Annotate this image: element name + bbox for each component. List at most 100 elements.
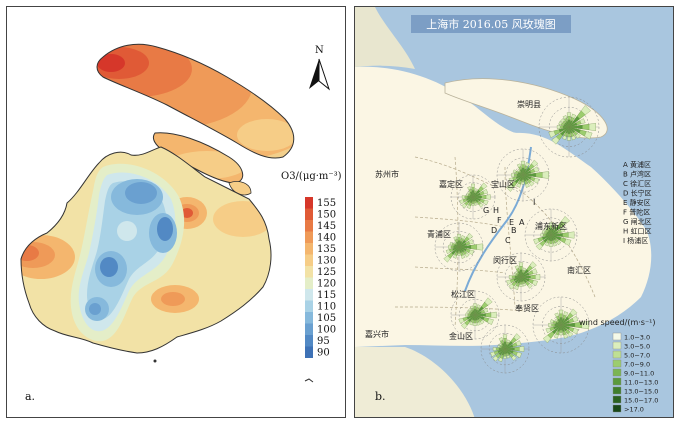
o3-legend-swatch (305, 243, 313, 255)
o3-legend-value: 105 (317, 313, 336, 324)
wind-rose (434, 222, 484, 272)
changxing-island (493, 131, 551, 150)
district-key-item: C 徐汇区 (623, 179, 651, 188)
panel-a-label: a. (25, 390, 36, 403)
wind-rose (496, 148, 550, 202)
title-box (411, 15, 571, 33)
wind-legend-swatch (612, 377, 622, 386)
district-label-suzhou: 苏州市 (375, 169, 399, 179)
center-letter-d: D (491, 226, 497, 235)
o3-legend-swatch (305, 254, 313, 266)
o3-legend-swatch (305, 300, 313, 312)
wind-legend-swatch (612, 404, 622, 413)
o3-legend-value: 135 (317, 244, 336, 255)
wind-rose (538, 96, 600, 158)
district-key-item: I 杨浦区 (623, 236, 648, 245)
wind-legend-swatch (612, 332, 622, 341)
zhejiang-land (355, 347, 475, 417)
center-letter-i: I (533, 198, 535, 207)
o3-legend-value: 95 (317, 336, 330, 347)
district-label-jinshan: 金山区 (449, 331, 473, 341)
north-letter: N (315, 45, 324, 56)
wind-legend-swatch (612, 341, 622, 350)
wind-legend-label: >17.0 (624, 406, 644, 414)
o3-legend-value: 155 (317, 198, 336, 209)
center-letter-g: G (483, 206, 489, 215)
o3-legend-swatch (305, 323, 313, 335)
wind-legend-label: 15.0~17.0 (624, 397, 658, 405)
center-letter-f: F (497, 216, 502, 225)
panel-b-wind-rose-map: 上海市 2016.05 风玫瑰图 崇明县 苏州市 嘉定区 宝山区 青浦区 浦东新… (354, 6, 674, 418)
wind-legend-label: 13.0~15.0 (624, 388, 658, 396)
mainland-o3-field (21, 147, 271, 353)
o3-legend-value: 140 (317, 233, 336, 244)
district-key-item: B 卢湾区 (623, 170, 651, 179)
o3-legend-value: 150 (317, 210, 336, 221)
o3-legend-swatch (305, 197, 313, 209)
o3-legend-value: 145 (317, 221, 336, 232)
district-key-item: H 虹口区 (623, 227, 652, 236)
wind-speed-legend: 1.0~3.03.0~5.05.0~7.07.0~9.09.0~11.011.0… (612, 332, 658, 414)
panel-b-label: b. (375, 390, 386, 403)
center-letter-e: E (509, 218, 514, 227)
wind-rose-map-svg: 上海市 2016.05 风玫瑰图 崇明县 苏州市 嘉定区 宝山区 青浦区 浦东新… (355, 7, 658, 417)
mainland (355, 66, 652, 347)
o3-legend-swatch (305, 220, 313, 232)
o3-legend-swatch (305, 208, 313, 220)
district-label-qingpu: 青浦区 (427, 229, 451, 239)
wind-rose (532, 296, 590, 354)
o3-legend-value: 100 (317, 325, 336, 336)
wind-legend-label: 5.0~7.0 (624, 352, 650, 360)
district-key-item: G 闸北区 (623, 218, 652, 226)
panel-a-o3-contour-map: N O3/(μg·m⁻³) 155 150 145 140 135 130 125 120 11… (6, 6, 346, 418)
district-label-pudong: 浦东新区 (535, 221, 567, 231)
district-label-jiaxing: 嘉兴市 (365, 329, 389, 339)
wind-rose (496, 252, 546, 302)
wind-legend-swatch (612, 395, 622, 404)
wind-legend-swatch (612, 368, 622, 377)
o3-legend-value: 130 (317, 256, 336, 267)
district-label-baoshan: 宝山区 (491, 179, 515, 189)
district-label-minhang: 闵行区 (493, 255, 517, 265)
o3-legend-swatch (305, 277, 313, 289)
district-key-item: A 黄浦区 (623, 160, 651, 169)
wind-legend-label: 3.0~5.0 (624, 343, 650, 351)
district-label-fengxian: 奉贤区 (515, 303, 539, 313)
wind-rose (450, 290, 500, 340)
wind-rose (450, 174, 496, 220)
north-arrow-icon (309, 58, 331, 91)
wind-legend-label: 1.0~3.0 (624, 334, 650, 342)
jiangsu-land (355, 7, 415, 69)
o3-legend-swatch (305, 346, 313, 358)
hengsha-island (228, 181, 252, 196)
district-label-nanhui: 南汇区 (567, 265, 591, 275)
district-key-item: E 静安区 (623, 198, 651, 207)
district-label-jiading: 嘉定区 (439, 179, 463, 189)
district-label-chongming: 崇明县 (517, 100, 541, 109)
district-label-songjiang: 松江区 (451, 289, 475, 299)
wind-roses (434, 96, 600, 374)
wind-legend-swatch (612, 386, 622, 395)
district-key-item: D 长宁区 (623, 189, 652, 198)
center-letter-a: A (519, 218, 525, 227)
o3-legend-swatch (305, 312, 313, 324)
o3-legend-value: 120 (317, 279, 336, 290)
wind-legend-label: 11.0~13.0 (624, 379, 658, 387)
o3-legend-swatch (305, 266, 313, 278)
o3-legend-swatch (305, 289, 313, 301)
o3-legend-title: O3/(μg·m⁻³) (281, 171, 342, 182)
center-letter-c: C (505, 236, 511, 245)
wind-legend-title: wind speed/(m·s⁻¹) (579, 318, 656, 327)
wind-rose (524, 208, 578, 262)
o3-legend-value: 115 (317, 290, 336, 301)
o3-legend-value: 110 (317, 302, 336, 313)
wind-legend-label: 9.0~11.0 (624, 370, 654, 378)
wind-legend-label: 7.0~9.0 (624, 361, 650, 369)
o3-map-svg: N O3/(μg·m⁻³) 15515014514013513012512011… (20, 43, 342, 383)
wind-legend-swatch (612, 350, 622, 359)
center-letter-h: H (493, 206, 499, 215)
wind-rose (480, 324, 530, 374)
